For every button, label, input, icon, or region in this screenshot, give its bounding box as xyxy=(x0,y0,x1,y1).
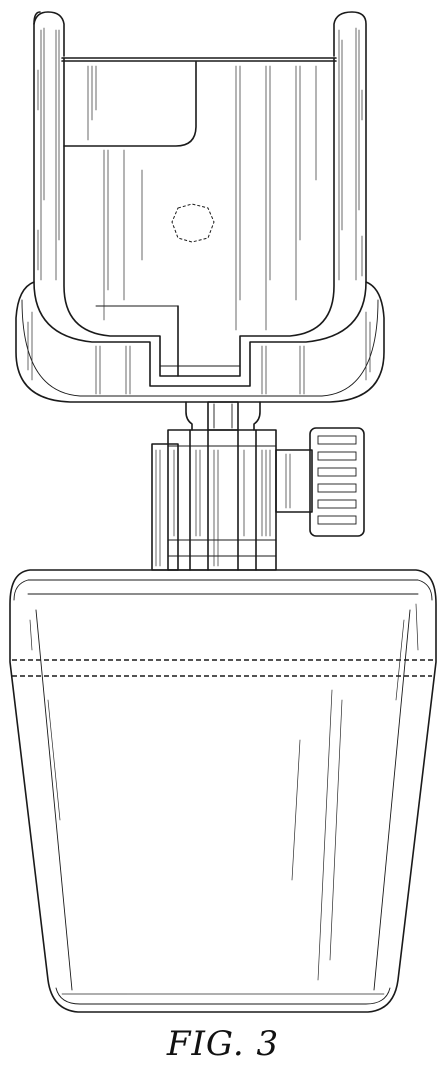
cup-outline xyxy=(10,570,436,1012)
hex-nut-phantom xyxy=(172,204,214,242)
phone-holder-cradle xyxy=(16,12,384,402)
adjustment-knob xyxy=(276,428,364,536)
swivel-hinge xyxy=(152,430,276,570)
cradle-inner-outline xyxy=(64,58,334,376)
cradle-left-arm-top xyxy=(34,12,64,56)
cup-base xyxy=(10,570,436,1012)
figure-label: FIG. 3 xyxy=(0,1024,446,1064)
neck-connector xyxy=(186,402,260,430)
cradle-outer-outline xyxy=(16,12,384,402)
